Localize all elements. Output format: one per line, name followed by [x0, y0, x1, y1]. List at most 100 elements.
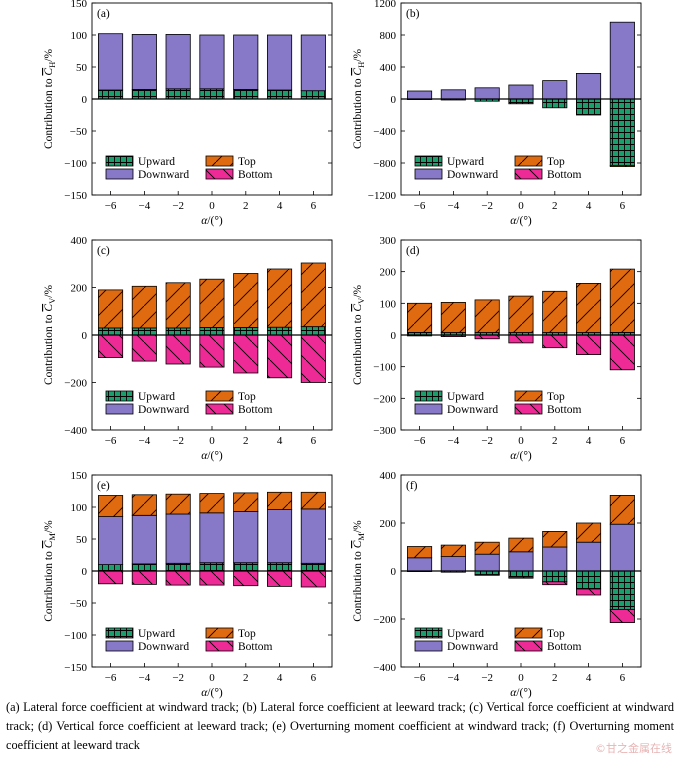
bar-top-0: [508, 295, 534, 333]
bar-upward-m6: [98, 89, 124, 100]
bar-downward-6: [300, 508, 326, 564]
bar-downward-2: [542, 80, 568, 100]
y-tick-label: −150: [64, 190, 87, 202]
legend-swatch-bottom: [514, 168, 543, 180]
bar-downward-6: [300, 34, 326, 92]
bar-upward-6: [300, 562, 326, 572]
bar-top-4: [576, 522, 602, 543]
x-tick-label: −4: [139, 672, 151, 684]
legend-swatch-downward: [105, 403, 134, 415]
x-tick-label: 2: [552, 200, 558, 212]
y-tick-label: −150: [64, 662, 87, 674]
x-tick-label: −6: [105, 672, 117, 684]
x-tick-label: −2: [172, 672, 184, 684]
legend-label-downward: Downward: [138, 404, 189, 416]
bar-top-6: [300, 262, 326, 327]
bar-top-m2: [165, 493, 191, 515]
bar-bottom-0: [199, 334, 225, 368]
bar-bottom-0: [508, 576, 534, 579]
x-tick-label: 6: [311, 435, 317, 447]
y-axis-label: Contribution to CV/%: [43, 285, 57, 385]
bar-downward-m2: [474, 87, 500, 100]
bar-bottom-2: [542, 334, 568, 349]
chart-panel-c: −400 −200 0 200 400 −6 −4 −2 0 2 4 6 α/(°) Contributi…: [43, 235, 333, 462]
legend-label-bottom: Bottom: [238, 641, 273, 653]
y-tick-label: −50: [70, 126, 88, 138]
y-tick-label: −200: [373, 614, 396, 626]
x-tick-label: 4: [277, 200, 283, 212]
x-tick-label: −6: [414, 200, 426, 212]
bar-downward-4: [576, 541, 602, 572]
legend-swatch-downward: [414, 168, 443, 180]
bar-downward-0: [508, 551, 534, 572]
chart-panel-b: −1200 −800 −400 0 400 800 1200 −6 −4 −2 0 2 4 6 α/(°) C…: [352, 0, 642, 227]
x-tick-label: 6: [311, 672, 317, 684]
y-tick-label: 150: [71, 0, 88, 10]
y-tick-label: −200: [64, 378, 87, 390]
bar-downward-2: [233, 34, 259, 90]
legend-swatch-bottom: [205, 403, 234, 415]
legend: Upward Top Downward Bottom: [105, 390, 273, 416]
y-tick-label: 400: [380, 470, 397, 482]
bar-bottom-2: [233, 334, 259, 374]
y-tick-label: −100: [373, 362, 396, 374]
y-tick-label: 200: [380, 267, 397, 279]
x-tick-label: −4: [448, 672, 460, 684]
y-axis-label: Contribution to CV/%: [352, 285, 366, 385]
bar-downward-m4: [131, 514, 157, 565]
legend-swatch-bottom: [514, 403, 543, 415]
legend-label-bottom: Bottom: [238, 404, 273, 416]
bar-upward-2: [233, 89, 259, 100]
x-tick-label: 4: [586, 672, 592, 684]
bar-upward-4: [266, 89, 293, 100]
figure-caption: (a) Lateral force coefficient at windwar…: [6, 698, 674, 755]
bar-upward-m6: [98, 564, 124, 572]
x-tick-label: −4: [139, 435, 151, 447]
legend-label-top: Top: [238, 391, 256, 403]
chart-panel-e: −150 −100 −50 0 50 100 150 −6 −4 −2 0 2 4 6 α/(°) Contr…: [43, 470, 333, 699]
legend: Upward Top Downward Bottom: [414, 390, 582, 416]
y-tick-label: 50: [76, 534, 88, 546]
panel-label: (f): [406, 480, 418, 492]
bar-top-2: [542, 531, 568, 548]
legend-swatch-bottom: [205, 168, 234, 180]
x-tick-label: 2: [243, 435, 249, 447]
bar-downward-m4: [131, 34, 157, 90]
legend-swatch-bottom: [205, 640, 234, 652]
bar-upward-6: [300, 90, 326, 100]
y-tick-label: −100: [64, 630, 87, 642]
bar-downward-4: [266, 509, 293, 564]
x-axis-label: α/(°): [510, 687, 532, 699]
legend-label-top: Top: [547, 628, 565, 640]
bar-top-m2: [165, 282, 191, 329]
y-tick-label: 0: [391, 330, 397, 342]
bar-upward-2: [542, 570, 568, 583]
y-tick-label: −400: [373, 126, 396, 138]
x-axis-label: α/(°): [510, 450, 532, 462]
legend-label-upward: Upward: [447, 391, 484, 403]
bar-bottom-0: [199, 570, 225, 586]
y-tick-label: −800: [373, 158, 396, 170]
bar-downward-m6: [98, 33, 124, 91]
bar-upward-0: [199, 88, 225, 100]
bar-top-0: [199, 493, 225, 514]
x-tick-label: −2: [481, 200, 493, 212]
bar-bottom-4: [266, 570, 293, 587]
bar-upward-4: [266, 562, 293, 572]
bar-downward-m4: [440, 89, 466, 100]
bar-bottom-m2: [165, 334, 191, 365]
bar-bottom-6: [609, 334, 635, 371]
y-tick-label: 1200: [374, 0, 397, 10]
legend-label-downward: Downward: [138, 641, 189, 653]
x-tick-label: −6: [105, 435, 117, 447]
x-tick-label: 0: [209, 672, 215, 684]
x-tick-label: 4: [277, 672, 283, 684]
y-axis-label: Contribution to CM/%: [352, 520, 366, 622]
legend: Upward Top Downward Bottom: [105, 627, 273, 653]
panel-label: (b): [406, 8, 420, 20]
x-tick-label: 2: [243, 200, 249, 212]
bar-bottom-6: [609, 609, 635, 624]
bar-top-m4: [440, 301, 466, 333]
bar-downward-m2: [165, 513, 191, 564]
y-tick-label: −400: [64, 425, 87, 437]
